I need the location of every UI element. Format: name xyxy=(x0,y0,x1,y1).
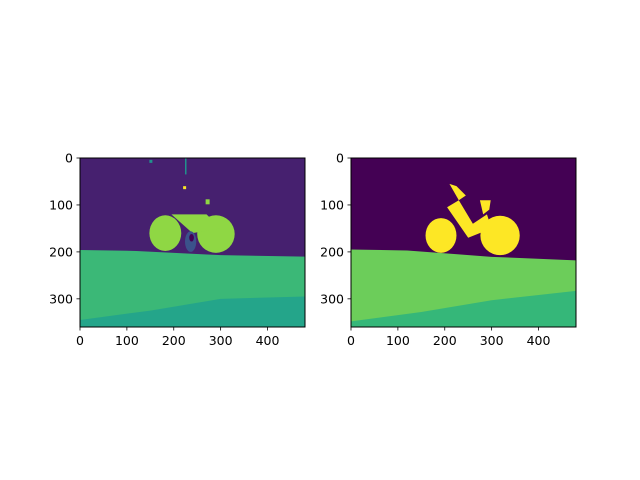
left-bike-rear-wheel xyxy=(149,215,182,251)
left-y-tick-label: 200 xyxy=(49,244,73,259)
left-bike-gap-inner xyxy=(189,234,194,242)
left-y-tick-label: 100 xyxy=(49,197,73,212)
right-bike-handlebar xyxy=(479,200,491,215)
left-x-tick-label: 300 xyxy=(209,333,233,348)
left-bike-frame xyxy=(171,214,221,234)
right-y-tick-label: 300 xyxy=(320,291,344,306)
right-axes-frame xyxy=(350,157,577,328)
left-axes-frame xyxy=(79,157,306,328)
left-bike-gap xyxy=(185,231,197,252)
right-axis-ticks: 0 100 200 300 400 0 100 200 300 xyxy=(320,151,550,349)
left-noise-yellow xyxy=(183,186,187,190)
right-heatmap-panel: 0 100 200 300 400 0 100 200 300 xyxy=(320,151,577,349)
left-axis-ticks: 0 100 200 300 400 0 100 200 300 xyxy=(49,151,279,349)
left-x-tick-label: 0 xyxy=(76,333,84,348)
left-x-tick-label: 200 xyxy=(162,333,186,348)
left-path-region xyxy=(80,296,305,327)
right-x-tick-label: 100 xyxy=(386,333,410,348)
right-x-tick-label: 0 xyxy=(347,333,355,348)
left-heatmap-panel: 0 100 200 300 400 0 100 200 300 xyxy=(49,151,306,349)
right-segmentation-image xyxy=(351,158,576,327)
left-noise-stem xyxy=(185,158,187,175)
right-y-tick-label: 200 xyxy=(320,244,344,259)
left-segmentation-image xyxy=(80,158,305,327)
right-bike-rear-wheel xyxy=(425,218,457,253)
right-x-tick-label: 200 xyxy=(433,333,457,348)
right-y-tick-label: 100 xyxy=(320,197,344,212)
left-noise-blue xyxy=(149,159,153,163)
right-bike-frame xyxy=(447,200,492,238)
left-x-tick-label: 100 xyxy=(115,333,139,348)
right-x-tick-label: 400 xyxy=(527,333,551,348)
left-y-tick-label: 300 xyxy=(49,291,73,306)
left-x-tick-label: 400 xyxy=(256,333,280,348)
right-bike-seat xyxy=(449,183,466,201)
right-y-tick-label: 0 xyxy=(336,151,344,166)
left-y-tick-label: 0 xyxy=(65,151,73,166)
right-x-tick-label: 300 xyxy=(480,333,504,348)
right-path-region xyxy=(351,290,576,327)
left-noise-green xyxy=(205,199,210,205)
